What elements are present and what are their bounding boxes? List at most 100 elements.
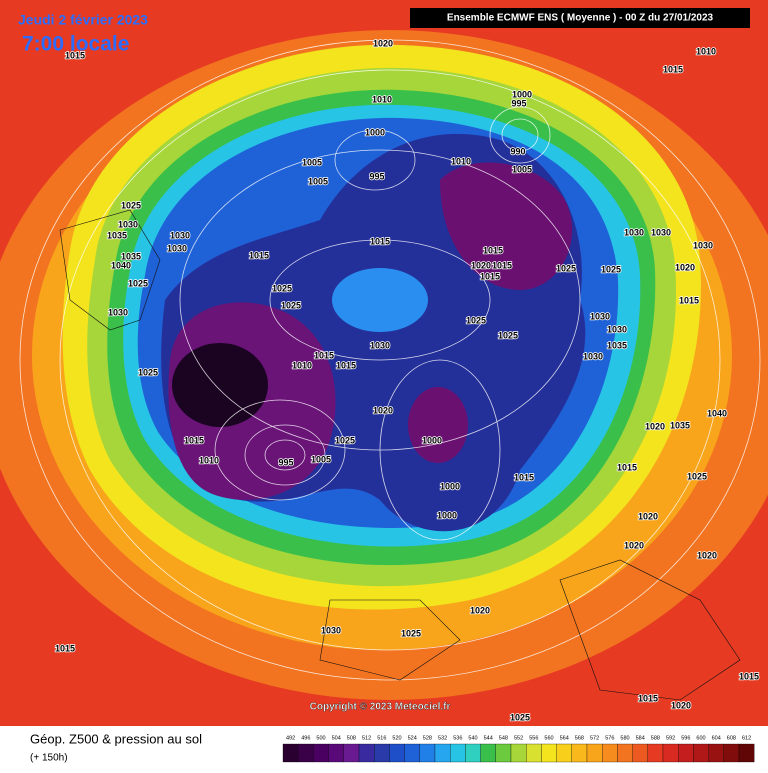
colorbar-cell: [556, 743, 572, 763]
colorbar-cell: [389, 743, 405, 763]
footer-title: Géop. Z500 & pression au sol: [30, 731, 202, 746]
pressure-label: 1025: [556, 263, 576, 273]
pressure-label: 1030: [607, 324, 627, 334]
pressure-label: 1015: [336, 360, 356, 370]
pressure-label: 1035: [121, 251, 141, 261]
model-info: Ensemble ECMWF ENS ( Moyenne ) - 00 Z du…: [447, 13, 714, 24]
colorbar-label: 528: [423, 735, 432, 741]
pressure-label: 1000: [365, 127, 385, 137]
colorbar-cell: [298, 743, 314, 763]
colorbar-cell: [465, 743, 481, 763]
pressure-label: 1030: [583, 351, 603, 361]
pressure-label: 1015: [492, 260, 512, 270]
colorbar-label: 524: [408, 735, 417, 741]
pressure-label: 1025: [138, 367, 158, 377]
pressure-label: 1015: [679, 295, 699, 305]
colorbar-cell: [662, 743, 679, 763]
pressure-label: 1005: [311, 454, 331, 464]
colorbar-cell: [586, 743, 603, 763]
pressure-label: 1015: [55, 643, 75, 653]
colorbar-label: 512: [362, 735, 371, 741]
pressure-label: 1030: [118, 219, 138, 229]
pressure-label: 1025: [335, 435, 355, 445]
pressure-label: 1015: [314, 350, 334, 360]
pressure-label: 1030: [167, 243, 187, 253]
colorbar-label: 500: [316, 735, 325, 741]
pressure-label: 1010: [696, 46, 716, 56]
colorbar-label: 572: [590, 735, 599, 741]
copyright: Copyright © 2023 Meteociel.fr: [310, 702, 451, 713]
pressure-label: 1000: [512, 89, 532, 99]
coastlines: [59, 209, 741, 701]
colorbar-label: 496: [301, 735, 310, 741]
header-box: [410, 8, 750, 28]
pressure-label: 1025: [510, 712, 530, 722]
colorbar-cell: [541, 743, 557, 763]
colorbar-label: 596: [681, 735, 690, 741]
pressure-label: 1025: [272, 283, 292, 293]
colorbar-label: 604: [712, 735, 721, 741]
colorbar-cell: [708, 743, 724, 763]
colorbar-label: 548: [499, 735, 508, 741]
colorbar-cell: [723, 743, 740, 763]
isobars: [19, 39, 761, 681]
colorbar-label: 612: [742, 735, 751, 741]
pressure-label: 1005: [302, 157, 322, 167]
pressure-label: 1010: [199, 455, 219, 465]
pressure-label: 1000: [437, 510, 457, 520]
colorbar-label: 492: [286, 735, 295, 741]
colorbar-cell: [526, 743, 542, 763]
colorbar-cell: [404, 743, 420, 763]
pressure-label: 990: [510, 146, 525, 156]
colorbar-cell: [282, 743, 299, 763]
pressure-label: 1030: [370, 340, 390, 350]
colorbar-label: 540: [468, 735, 477, 741]
pressure-label: 1035: [670, 420, 690, 430]
colorbar-cell: [434, 743, 451, 763]
pressure-label: 1025: [401, 628, 421, 638]
pressure-label: 1030: [170, 230, 190, 240]
colorbar-cell: [358, 743, 375, 763]
colorbar-cell: [617, 743, 633, 763]
pressure-label: 1030: [590, 311, 610, 321]
pressure-label: 1015: [184, 435, 204, 445]
pressure-label: 1040: [111, 260, 131, 270]
pressure-label: 1020: [675, 262, 695, 272]
colorbar-cell: [693, 743, 709, 763]
pressure-label: 1025: [128, 278, 148, 288]
pressure-label: 1030: [108, 307, 128, 317]
colorbar-cell: [571, 743, 588, 763]
pressure-label: 1040: [707, 408, 727, 418]
pressure-label: 1020: [645, 421, 665, 431]
colorbar-cell: [450, 743, 466, 763]
pressure-label: 1025: [601, 264, 621, 274]
pressure-label: 1015: [483, 245, 503, 255]
pressure-label: 1015: [514, 472, 534, 482]
colorbar-label: 508: [347, 735, 356, 741]
pressure-label: 1035: [107, 230, 127, 240]
colorbar-label: 544: [484, 735, 493, 741]
pressure-label: 1015: [638, 693, 658, 703]
pressure-label: 1025: [687, 471, 707, 481]
colorbar-cell: [343, 743, 360, 763]
colorbar-cell: [647, 743, 664, 763]
pressure-label: 1015: [370, 236, 390, 246]
low-core: [408, 387, 468, 463]
colorbar-label: 584: [636, 735, 645, 741]
pressure-label: 1010: [451, 156, 471, 166]
pressure-label: 995: [511, 98, 526, 108]
colorbar-label: 532: [438, 735, 447, 741]
colorbar-cell: [738, 743, 755, 763]
pressure-label: 1030: [693, 240, 713, 250]
colorbar-label: 588: [651, 735, 660, 741]
pressure-label: 1015: [617, 462, 637, 472]
low-core: [440, 162, 573, 290]
pressure-label: 1025: [281, 300, 301, 310]
pressure-label: 1030: [321, 625, 341, 635]
pressure-label: 1000: [440, 481, 460, 491]
pressure-label: 1010: [372, 94, 392, 104]
colorbar-cell: [602, 743, 618, 763]
pressure-label: 1015: [249, 250, 269, 260]
pressure-label: 1015: [663, 64, 683, 74]
colorbar-cell: [374, 743, 390, 763]
